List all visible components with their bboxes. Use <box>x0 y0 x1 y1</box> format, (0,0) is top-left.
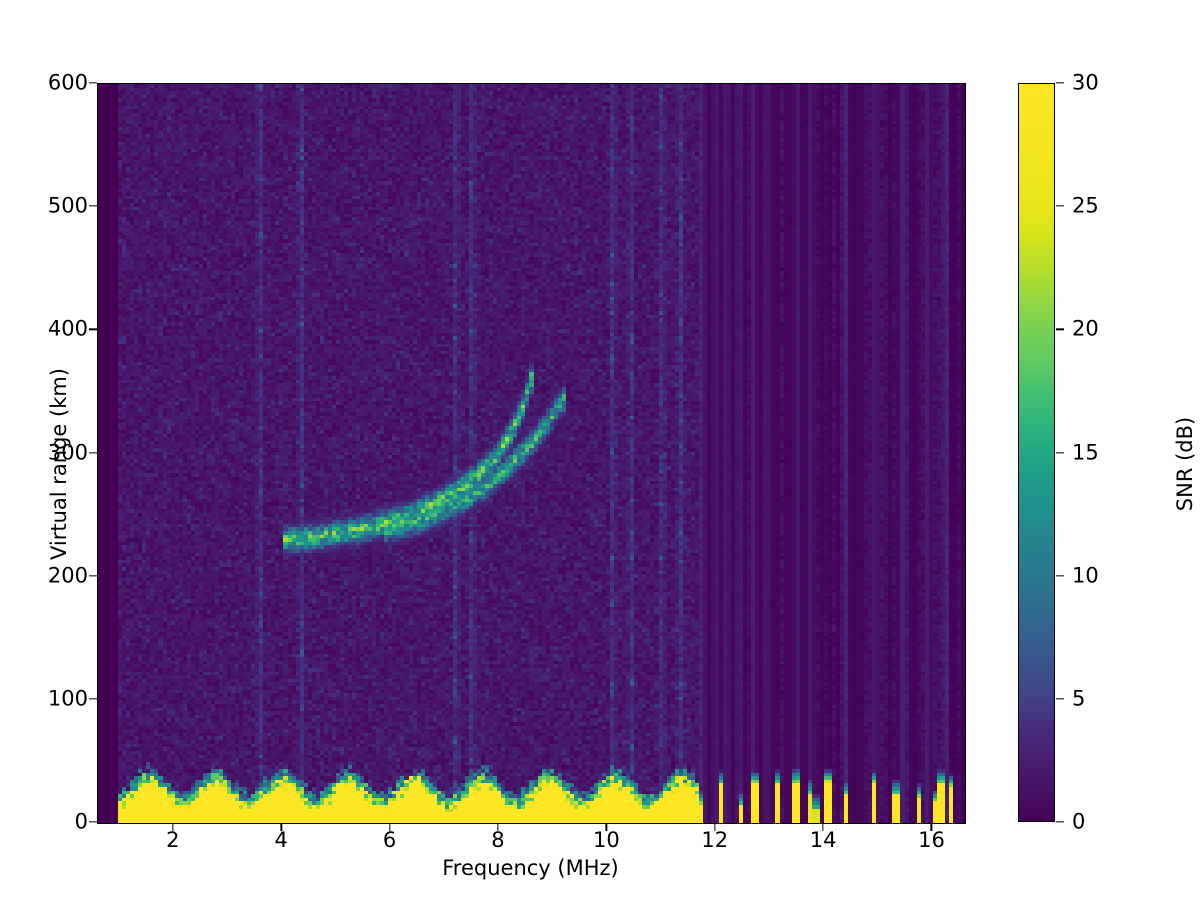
colorbar-tick-label: 5 <box>1072 686 1086 711</box>
y-tick-mark <box>89 328 97 330</box>
colorbar-tick-mark <box>1056 328 1064 330</box>
colorbar-tick-mark <box>1056 575 1064 577</box>
colorbar-tick-label: 15 <box>1072 440 1099 464</box>
x-tick-mark <box>172 823 174 831</box>
y-tick-label: 200 <box>47 563 88 588</box>
colorbar-tick-label: 30 <box>1072 70 1099 95</box>
y-tick-mark <box>89 575 97 577</box>
x-tick-label: 2 <box>166 828 180 852</box>
x-axis-label: Frequency (MHz) <box>442 856 619 880</box>
x-tick-mark <box>388 823 391 831</box>
colorbar-gradient <box>1018 83 1055 822</box>
y-tick-mark <box>89 205 97 207</box>
colorbar-tick-label: 25 <box>1072 193 1099 218</box>
x-tick-label: 14 <box>809 828 837 852</box>
y-tick-label: 0 <box>74 809 88 834</box>
y-tick-label: 100 <box>47 686 88 711</box>
x-tick-mark <box>714 823 716 831</box>
x-tick-mark <box>930 823 933 831</box>
x-tick-label: 4 <box>274 828 288 852</box>
y-tick-label: 500 <box>47 193 88 218</box>
x-tick-mark <box>605 823 608 831</box>
y-tick-label: 400 <box>47 316 88 341</box>
y-tick-mark <box>89 451 97 454</box>
colorbar-tick-label: 20 <box>1072 316 1099 341</box>
x-tick-mark <box>497 823 499 831</box>
x-tick-label: 6 <box>382 828 397 852</box>
x-tick-label: 16 <box>918 828 945 852</box>
colorbar-tick-mark <box>1056 205 1064 207</box>
x-tick-mark <box>822 823 824 831</box>
ionogram-plot-area <box>97 83 966 824</box>
colorbar-tick-mark <box>1056 451 1064 454</box>
y-tick-mark <box>89 821 97 823</box>
colorbar-tick-mark <box>1056 821 1064 823</box>
colorbar-tick-label: 0 <box>1072 809 1086 834</box>
y-tick-label: 300 <box>47 440 88 464</box>
colorbar-tick-label: 10 <box>1072 563 1099 588</box>
x-tick-label: 8 <box>491 828 505 852</box>
colorbar <box>1018 83 1055 822</box>
colorbar-label: SNR (dB) <box>1173 416 1197 512</box>
x-tick-label: 12 <box>701 828 729 852</box>
ionogram-heatmap <box>98 84 965 823</box>
colorbar-tick-mark <box>1056 82 1064 84</box>
y-tick-mark <box>89 698 97 700</box>
y-tick-label: 600 <box>47 70 88 95</box>
y-tick-mark <box>89 82 97 84</box>
x-tick-mark <box>280 823 282 831</box>
x-tick-label: 10 <box>592 828 620 852</box>
colorbar-tick-mark <box>1056 698 1064 700</box>
